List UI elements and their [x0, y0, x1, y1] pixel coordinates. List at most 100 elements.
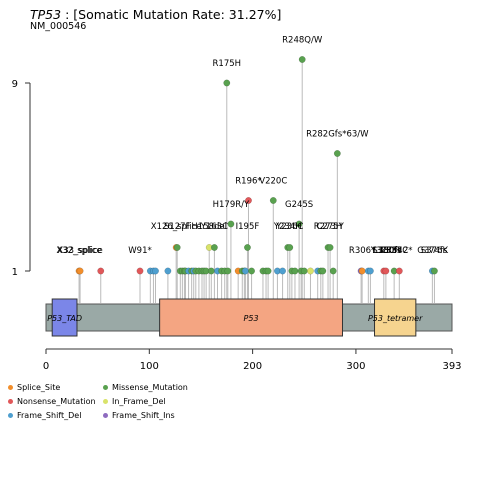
- legend-item: Frame_Shift_Del: [8, 411, 81, 420]
- mutation-label-2: R282Gfs*63/W: [306, 130, 369, 140]
- mutation-label-18: R342*: [386, 246, 412, 256]
- mutation-label-0: R248Q/W: [282, 36, 323, 46]
- legend-label: Nonsense_Mutation: [17, 397, 96, 406]
- domain-label-P53_TAD: P53_TAD: [47, 314, 82, 323]
- mutation-label-8: Y163C: [200, 222, 228, 232]
- mutation-point-314: [366, 267, 374, 275]
- mutation-label-15: X32_splice: [56, 246, 101, 256]
- mutation-label-13: R273H: [314, 222, 343, 232]
- mutation-point-175: [223, 79, 231, 87]
- mutation-label-16: X33_splice: [57, 246, 102, 256]
- mutation-labels: R248Q/W R175H R282Gfs*63/W R196*V220C H179R/…: [56, 36, 448, 257]
- mutation-point-215: [264, 267, 272, 275]
- mutation-label-6: G245S: [285, 200, 313, 210]
- domain-P53: [159, 298, 343, 337]
- mutation-label-11: Y234H: [273, 222, 302, 232]
- mutation-label-10: H158del: [191, 222, 227, 232]
- x-tick-label-300: 300: [346, 361, 365, 372]
- axes: 1 9 0 100 200 300 393: [12, 79, 462, 372]
- mutation-point-199: [248, 267, 256, 275]
- mutation-point-118: [164, 267, 172, 275]
- mutation-point-163: [210, 244, 218, 251]
- mutation-point-127: [173, 244, 181, 251]
- mutation-point-245: [295, 220, 303, 228]
- x-tick-label-0: 0: [43, 361, 49, 372]
- mutation-label-24: S376K: [421, 246, 449, 256]
- mutation-label-21: S330fs: [372, 246, 402, 256]
- legend-item: Missense_Mutation: [103, 383, 188, 392]
- mutation-point-33: [76, 267, 84, 275]
- mutation-point-250: [300, 267, 308, 275]
- mutation-point-53: [97, 267, 105, 275]
- domain-P53_TAD: [51, 298, 78, 337]
- mutation-label-12: Y236C: [275, 222, 303, 232]
- stems: [78, 59, 435, 303]
- legend-swatch: [8, 399, 13, 404]
- mutation-points: [75, 56, 438, 275]
- mutation-point-268: [319, 267, 327, 275]
- chart-title: TP53 : [Somatic Mutation Rate: 31.27%]: [30, 7, 281, 22]
- mutation-point-176: [224, 267, 232, 275]
- mutation-label-17: W91*: [128, 246, 151, 256]
- domain-label-P53: P53: [244, 314, 259, 323]
- mutation-point-275: [326, 244, 334, 251]
- mutation-point-106: [152, 267, 159, 275]
- mutation-point-282: [333, 150, 341, 157]
- domain-P53_tetramer: [374, 298, 417, 337]
- legend-swatch: [8, 385, 13, 390]
- legend-item: Splice_Site: [8, 383, 60, 392]
- mutation-label-9: I195F: [236, 222, 260, 232]
- mutation-point-91: [136, 267, 144, 275]
- mutation-point-342: [395, 267, 403, 275]
- mutation-label-4: V220C: [259, 177, 287, 187]
- mutation-point-195: [244, 244, 251, 251]
- legend-item: Nonsense_Mutation: [8, 397, 96, 406]
- mutation-point-256: [307, 267, 314, 275]
- legend-label: Frame_Shift_Ins: [112, 411, 175, 420]
- x-tick-label-100: 100: [140, 361, 159, 372]
- mutation-point-306: [358, 267, 366, 275]
- y-tick-label-1: 1: [12, 267, 18, 278]
- legend-swatch: [103, 413, 108, 418]
- mutation-point-236: [286, 244, 294, 251]
- mutation-label-26: R306*: [349, 246, 375, 256]
- mutation-label-22: L330R: [373, 246, 400, 256]
- mutation-point-160: [207, 267, 215, 275]
- legend-label: Splice_Site: [17, 383, 61, 392]
- legend-item: In_Frame_Del: [103, 397, 166, 406]
- title-mutation-rate: : [Somatic Mutation Rate: 31.27%]: [65, 7, 282, 22]
- mutation-point-329: [382, 267, 390, 275]
- chart-subtitle: NM_000546: [30, 21, 87, 32]
- mutation-label-14: C275Y: [316, 222, 344, 232]
- mutation-point-179: [227, 220, 235, 228]
- mutation-label-1: R175H: [213, 59, 242, 69]
- mutation-label-25: S127F: [164, 222, 191, 232]
- mutation-point-196: [245, 197, 252, 204]
- mutation-point-193: [241, 267, 249, 275]
- y-tick-label-9: 9: [12, 79, 18, 90]
- mutation-label-7: X126_splice: [151, 222, 202, 232]
- mutation-label-23: G374fs: [417, 246, 448, 256]
- mutation-point-220: [269, 197, 277, 204]
- mutation-point-241: [291, 267, 299, 275]
- legend-label: In_Frame_Del: [112, 397, 166, 406]
- legend-swatch: [103, 399, 108, 404]
- mutation-point-278: [329, 267, 337, 275]
- mutation-point-229: [279, 267, 287, 275]
- legend-swatch: [8, 413, 13, 418]
- x-tick-label-393: 393: [442, 361, 461, 372]
- mutation-label-20: R337C: [380, 246, 408, 256]
- legend-label: Missense_Mutation: [112, 383, 188, 392]
- domain-label-P53_tetramer: P53_tetramer: [368, 314, 423, 323]
- legend-swatch: [103, 385, 108, 390]
- x-tick-label-200: 200: [243, 361, 262, 372]
- legend-item: Frame_Shift_Ins: [103, 411, 175, 420]
- mutation-point-248: [298, 56, 306, 63]
- mutation-label-3: R196*: [235, 177, 261, 187]
- mutation-point-376: [430, 267, 438, 275]
- legend-label: Frame_Shift_Del: [17, 411, 82, 420]
- mutation-label-5: H179R/Y: [213, 200, 250, 210]
- mutation-label-19: Y327*: [370, 246, 397, 256]
- title-gene: TP53: [30, 7, 62, 22]
